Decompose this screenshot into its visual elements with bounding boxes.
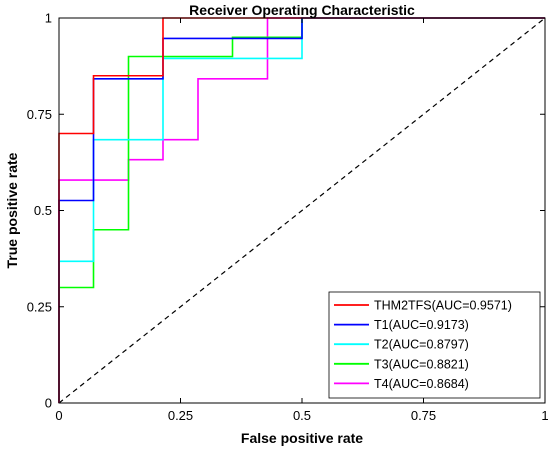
chance-diagonal-line: [58, 17, 546, 404]
tick-layer: 0 0.25 0.5 0.75 1 0 0.25 0.5 0.75 1: [27, 11, 549, 424]
x-tick-label: 0: [55, 408, 62, 423]
x-tick-label: 0.5: [293, 408, 311, 423]
legend-label: T1(AUC=0.9173): [374, 318, 469, 332]
y-axis-title: True positive rate: [4, 152, 20, 268]
x-tick-label: 0.75: [411, 408, 436, 423]
x-axis-title: False positive rate: [241, 430, 363, 446]
series-line-t1: [58, 17, 545, 403]
y-tick-label: 1: [45, 11, 52, 26]
y-tick-label: 0.5: [34, 203, 52, 218]
legend: THM2TFS(AUC=0.9571) T1(AUC=0.9173) T2(AUC=…: [328, 291, 541, 399]
y-tick-label: 0.75: [27, 107, 52, 122]
y-tick-label: 0.25: [27, 299, 52, 314]
legend-label: T2(AUC=0.8797): [374, 338, 469, 352]
chart-title: Receiver Operating Characteristic: [189, 2, 415, 18]
legend-label: THM2TFS(AUC=0.9571): [374, 299, 512, 313]
legend-label: T3(AUC=0.8821): [374, 357, 469, 371]
y-tick-label: 0: [45, 396, 52, 411]
legend-label: T4(AUC=0.8684): [374, 377, 469, 391]
x-tick-label: 0.25: [168, 408, 193, 423]
x-tick-label: 1: [541, 408, 548, 423]
reference-layer: [58, 17, 546, 404]
